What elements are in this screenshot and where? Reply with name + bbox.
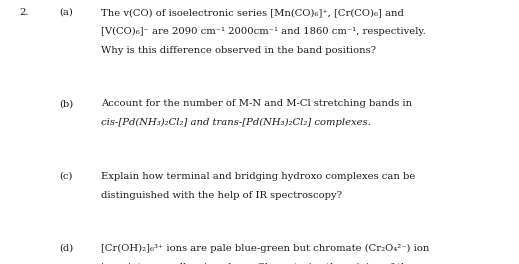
Text: distinguished with the help of IR spectroscopy?: distinguished with the help of IR spectr… (101, 191, 342, 200)
Text: [Cr(OH)₂]₆³⁺ ions are pale blue-green but chromate (Cr₂O₄²⁻) ion: [Cr(OH)₂]₆³⁺ ions are pale blue-green bu… (101, 244, 430, 253)
Text: (a): (a) (60, 8, 74, 17)
Text: cis-[Pd(NH₃)₂Cl₂] and trans-[Pd(NH₃)₂Cl₂] complexes.: cis-[Pd(NH₃)₂Cl₂] and trans-[Pd(NH₃)₂Cl₂… (101, 118, 371, 128)
Text: Explain how terminal and bridging hydroxo complexes can be: Explain how terminal and bridging hydrox… (101, 172, 416, 181)
Text: 2.: 2. (20, 8, 29, 17)
Text: The v(CO) of isoelectronic series [Mn(CO)₆]⁺, [Cr(CO)₆] and: The v(CO) of isoelectronic series [Mn(CO… (101, 8, 404, 17)
Text: [V(CO)₆]⁻ are 2090 cm⁻¹ 2000cm⁻¹ and 1860 cm⁻¹, respectively.: [V(CO)₆]⁻ are 2090 cm⁻¹ 2000cm⁻¹ and 186… (101, 27, 426, 36)
Text: (b): (b) (60, 99, 74, 108)
Text: Why is this difference observed in the band positions?: Why is this difference observed in the b… (101, 46, 376, 55)
Text: is an intense yellow in colour.  Characterise the origins of the: is an intense yellow in colour. Characte… (101, 263, 414, 264)
Text: Account for the number of M-N and M-Cl stretching bands in: Account for the number of M-N and M-Cl s… (101, 99, 412, 108)
Text: (c): (c) (60, 172, 73, 181)
Text: (d): (d) (60, 244, 74, 253)
